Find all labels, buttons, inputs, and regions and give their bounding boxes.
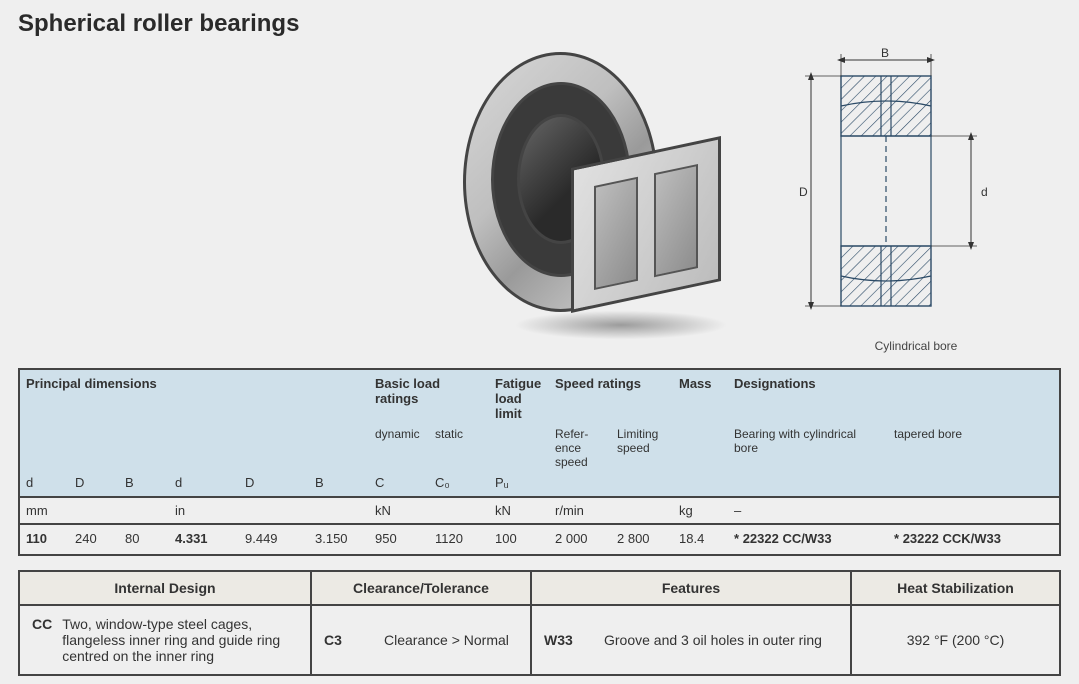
val-C: 950 (369, 524, 429, 555)
feat-hdr-features: Features (531, 571, 851, 605)
sym-Pu: Pᵤ (489, 472, 549, 497)
val-B-in: 3.150 (309, 524, 369, 555)
val-mass: 18.4 (673, 524, 728, 555)
sub-desig-tap: tapered bore (888, 424, 1060, 472)
feat-hdr-heat: Heat Stabilization (851, 571, 1060, 605)
feat-hdr-clearance: Clearance/Tolerance (311, 571, 531, 605)
feat-clearance: C3 Clearance > Normal (311, 605, 531, 675)
sub-desig: Bearing with cylindrical bore (728, 424, 888, 472)
sym-d: d (19, 472, 69, 497)
val-d-mm: 110 (19, 524, 69, 555)
feat-internal: CC Two, window-type steel cages, flangel… (19, 605, 311, 675)
sub-ref: Refer-ence speed (549, 424, 611, 472)
val-Pu: 100 (489, 524, 549, 555)
val-lim-speed: 2 800 (611, 524, 673, 555)
hdr-desig: Designations (728, 369, 1060, 424)
page-title: Spherical roller bearings (18, 0, 1061, 42)
sym-B-in: B (309, 472, 369, 497)
sym-C: C (369, 472, 429, 497)
hdr-fatigue: Fatigue load limit (489, 369, 549, 424)
dim-label-D: D (799, 185, 808, 199)
val-desig-cyl: * 22322 CC/W33 (728, 524, 888, 555)
unit-mm: mm (19, 497, 169, 524)
feature-table: Internal Design Clearance/Tolerance Feat… (18, 570, 1061, 676)
val-D-mm: 240 (69, 524, 119, 555)
feat-hdr-internal: Internal Design (19, 571, 311, 605)
diagram-caption: Cylindrical bore (875, 339, 958, 353)
sub-stat: static (429, 424, 489, 472)
spec-table: Principal dimensions Basic load ratings … (18, 368, 1061, 556)
val-ref-speed: 2 000 (549, 524, 611, 555)
val-d-in: 4.331 (169, 524, 239, 555)
val-D-in: 9.449 (239, 524, 309, 555)
unit-rmin: r/min (549, 497, 673, 524)
unit-dash: – (728, 497, 1060, 524)
dimension-drawing: B D d Cylindrical bore (771, 42, 1061, 353)
hero-row: B D d Cylindrical bore (18, 42, 1061, 362)
sym-B: B (119, 472, 169, 497)
sub-dyn: dynamic (369, 424, 429, 472)
dim-label-d: d (981, 185, 988, 199)
val-B-mm: 80 (119, 524, 169, 555)
hdr-principal: Principal dimensions (19, 369, 369, 424)
hdr-mass: Mass (673, 369, 728, 424)
val-desig-tap: * 23222 CCK/W33 (888, 524, 1060, 555)
unit-kN2: kN (489, 497, 549, 524)
bearing-render (391, 42, 771, 332)
hdr-basic-load: Basic load ratings (369, 369, 489, 424)
val-C0: 1120 (429, 524, 489, 555)
unit-kN: kN (369, 497, 489, 524)
sym-d-in: d (169, 472, 239, 497)
feat-features: W33 Groove and 3 oil holes in outer ring (531, 605, 851, 675)
dim-label-B: B (881, 46, 889, 60)
unit-kg: kg (673, 497, 728, 524)
unit-in: in (169, 497, 369, 524)
sub-lim: Limiting speed (611, 424, 673, 472)
sym-DD-in: D (239, 472, 309, 497)
sym-C0: C₀ (429, 472, 489, 497)
hdr-speed: Speed ratings (549, 369, 673, 424)
feat-heat: 392 °F (200 °C) (851, 605, 1060, 675)
sym-DD: D (69, 472, 119, 497)
